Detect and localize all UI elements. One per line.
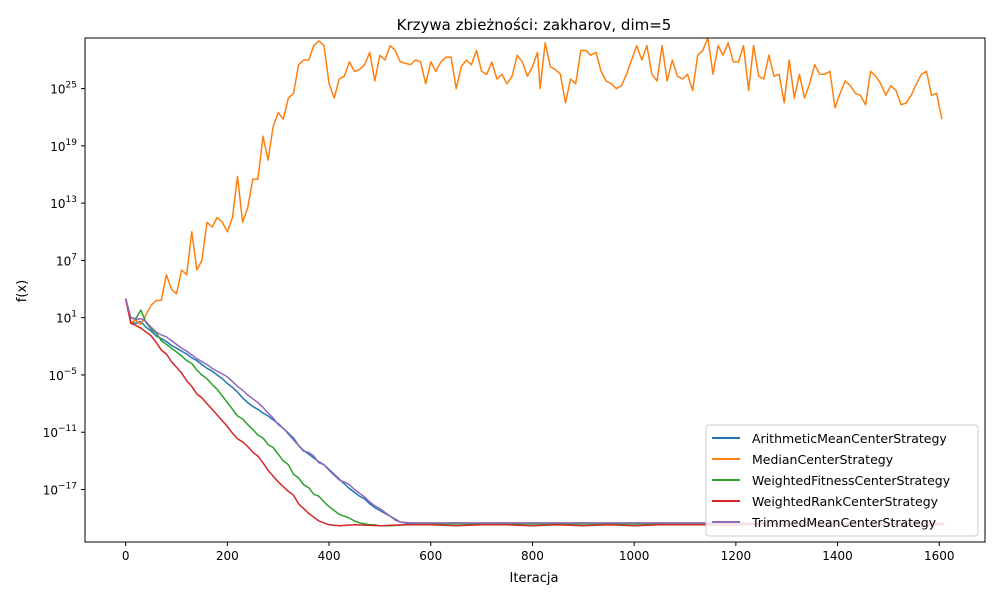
legend-box bbox=[705, 424, 979, 537]
plot-frame bbox=[84, 37, 986, 543]
legend-label-0: ArithmeticMeanCenterStrategy bbox=[752, 431, 947, 446]
series-line-3 bbox=[124, 298, 945, 527]
y-tick-label: 10−11 bbox=[43, 424, 77, 440]
y-tick-label: 10−5 bbox=[48, 367, 77, 383]
x-tick-label: 0 bbox=[122, 549, 130, 563]
y-tick-label: 101 bbox=[56, 310, 77, 326]
x-tick-label: 1000 bbox=[619, 549, 650, 563]
x-tick-label: 600 bbox=[419, 549, 442, 563]
y-tick-label: 10−17 bbox=[43, 482, 77, 498]
y-tick-label: 1013 bbox=[50, 195, 77, 211]
x-tick-label: 400 bbox=[318, 549, 341, 563]
y-axis-label: f(x) bbox=[15, 280, 30, 302]
x-tick-label: 800 bbox=[521, 549, 544, 563]
x-tick-label: 1400 bbox=[822, 549, 853, 563]
legend: ArithmeticMeanCenterStrategy MedianCenter… bbox=[705, 424, 979, 537]
series-line-1 bbox=[124, 38, 943, 326]
series-line-4 bbox=[124, 298, 945, 524]
x-tick-label: 1200 bbox=[721, 549, 752, 563]
y-tick-label: 107 bbox=[56, 252, 77, 268]
x-axis: 0 200 400 600 800 1000 1200 1400 1600 bbox=[122, 542, 955, 563]
x-tick-label: 1600 bbox=[924, 549, 955, 563]
y-tick-label: 1019 bbox=[50, 138, 77, 154]
legend-label-3: WeightedRankCenterStrategy bbox=[752, 494, 939, 509]
legend-label-1: MedianCenterStrategy bbox=[752, 452, 894, 467]
series-line-2 bbox=[124, 298, 945, 527]
series-layer bbox=[124, 38, 945, 527]
legend-label-4: TrimmedMeanCenterStrategy bbox=[751, 515, 937, 530]
chart-title: Krzywa zbieżności: zakharov, dim=5 bbox=[397, 16, 672, 34]
y-tick-label: 1025 bbox=[50, 81, 77, 97]
x-tick-label: 200 bbox=[216, 549, 239, 563]
x-axis-label: Iteracja bbox=[510, 571, 559, 586]
legend-label-2: WeightedFitnessCenterStrategy bbox=[752, 473, 951, 488]
y-axis: 1025 1019 1013 107 101 10−5 10−11 10−17 bbox=[43, 81, 85, 498]
